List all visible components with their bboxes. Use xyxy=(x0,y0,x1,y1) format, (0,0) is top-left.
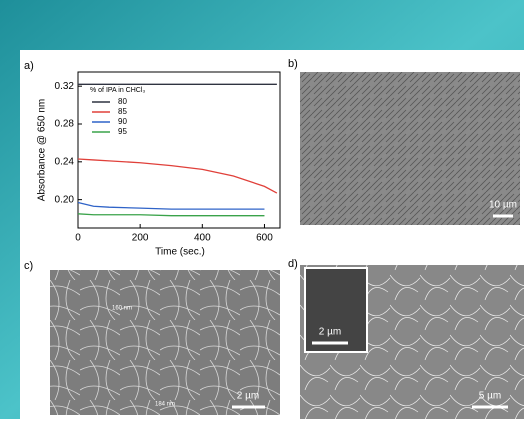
x-tick-label: 0 xyxy=(75,233,81,244)
x-axis-label: Time (sec.) xyxy=(155,247,205,258)
x-tick-label: 600 xyxy=(256,233,273,244)
y-tick-label: 0.28 xyxy=(55,119,75,130)
micrograph-c xyxy=(50,270,280,415)
y-tick-label: 0.20 xyxy=(55,194,75,205)
data-line xyxy=(77,213,265,217)
scale-bar-label: 5 µm xyxy=(479,391,501,402)
legend-label: 80 xyxy=(118,97,127,106)
y-tick-label: 0.24 xyxy=(55,156,75,167)
annotation: 184 nm xyxy=(155,402,175,408)
legend-title: % of IPA in CHCl₃ xyxy=(90,87,145,94)
panel-label: b) xyxy=(288,58,298,70)
x-tick-label: 200 xyxy=(132,233,149,244)
plot-frame xyxy=(77,71,281,229)
y-tick-label: 0.32 xyxy=(55,81,75,92)
legend-label: 95 xyxy=(118,127,127,136)
panel-label: a) xyxy=(24,60,34,72)
annotation: 160 nm xyxy=(112,306,132,312)
legend-label: 90 xyxy=(118,117,127,126)
scale-bar-label: 2 µm xyxy=(319,327,341,338)
scale-bar-label: 2 µm xyxy=(237,391,259,402)
panel-label: c) xyxy=(24,260,33,272)
panel-label: d) xyxy=(288,258,298,270)
legend-label: 85 xyxy=(118,107,127,116)
scale-bar-label: 10 µm xyxy=(489,200,517,211)
micrograph-b xyxy=(300,72,520,225)
inset xyxy=(304,267,368,353)
data-line xyxy=(77,158,278,194)
data-line xyxy=(77,201,265,210)
y-axis-label: Absorbance @ 650 nm xyxy=(37,99,48,201)
x-tick-label: 400 xyxy=(194,233,211,244)
